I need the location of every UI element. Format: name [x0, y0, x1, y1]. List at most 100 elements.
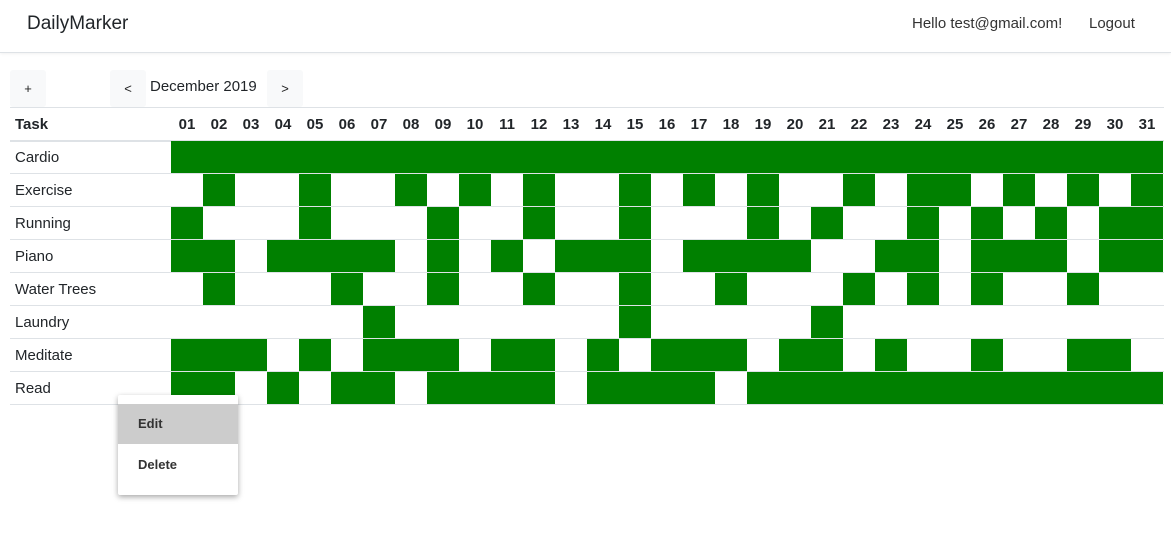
day-cell[interactable] — [267, 141, 299, 173]
day-cell[interactable] — [651, 207, 683, 239]
day-cell[interactable] — [555, 306, 587, 338]
day-cell[interactable] — [267, 372, 299, 404]
day-cell[interactable] — [875, 273, 907, 305]
day-cell[interactable] — [235, 306, 267, 338]
day-cell[interactable] — [331, 339, 363, 371]
day-cell[interactable] — [491, 372, 523, 404]
day-cell[interactable] — [651, 306, 683, 338]
day-cell[interactable] — [779, 240, 811, 272]
day-cell[interactable] — [683, 339, 715, 371]
day-cell[interactable] — [843, 339, 875, 371]
day-cell[interactable] — [779, 174, 811, 206]
prev-month-button[interactable]: < — [110, 70, 146, 107]
day-cell[interactable] — [235, 372, 267, 404]
day-cell[interactable] — [747, 174, 779, 206]
day-cell[interactable] — [1003, 141, 1035, 173]
day-cell[interactable] — [619, 240, 651, 272]
day-cell[interactable] — [619, 372, 651, 404]
day-cell[interactable] — [267, 339, 299, 371]
day-cell[interactable] — [843, 240, 875, 272]
day-cell[interactable] — [363, 174, 395, 206]
edit-menu-item[interactable]: Edit — [118, 404, 238, 444]
day-cell[interactable] — [235, 174, 267, 206]
day-cell[interactable] — [779, 372, 811, 404]
day-cell[interactable] — [1131, 372, 1163, 404]
day-cell[interactable] — [427, 273, 459, 305]
day-cell[interactable] — [971, 372, 1003, 404]
day-cell[interactable] — [395, 372, 427, 404]
day-cell[interactable] — [779, 339, 811, 371]
day-cell[interactable] — [715, 240, 747, 272]
day-cell[interactable] — [907, 141, 939, 173]
day-cell[interactable] — [875, 339, 907, 371]
day-cell[interactable] — [1099, 372, 1131, 404]
day-cell[interactable] — [587, 174, 619, 206]
day-cell[interactable] — [203, 174, 235, 206]
day-cell[interactable] — [747, 207, 779, 239]
day-cell[interactable] — [715, 372, 747, 404]
day-cell[interactable] — [459, 174, 491, 206]
day-cell[interactable] — [1099, 306, 1131, 338]
day-cell[interactable] — [459, 273, 491, 305]
day-cell[interactable] — [427, 372, 459, 404]
day-cell[interactable] — [299, 339, 331, 371]
day-cell[interactable] — [1003, 306, 1035, 338]
day-cell[interactable] — [875, 207, 907, 239]
day-cell[interactable] — [459, 306, 491, 338]
day-cell[interactable] — [1067, 207, 1099, 239]
day-cell[interactable] — [587, 273, 619, 305]
brand-link[interactable]: DailyMarker — [27, 13, 129, 34]
add-task-button[interactable]: + — [10, 70, 46, 107]
day-cell[interactable] — [907, 240, 939, 272]
day-cell[interactable] — [587, 372, 619, 404]
day-cell[interactable] — [363, 339, 395, 371]
day-cell[interactable] — [363, 141, 395, 173]
day-cell[interactable] — [1131, 339, 1163, 371]
day-cell[interactable] — [811, 306, 843, 338]
day-cell[interactable] — [491, 207, 523, 239]
day-cell[interactable] — [299, 141, 331, 173]
day-cell[interactable] — [1099, 174, 1131, 206]
day-cell[interactable] — [779, 273, 811, 305]
day-cell[interactable] — [395, 306, 427, 338]
day-cell[interactable] — [267, 207, 299, 239]
day-cell[interactable] — [267, 306, 299, 338]
day-cell[interactable] — [1035, 339, 1067, 371]
day-cell[interactable] — [971, 339, 1003, 371]
day-cell[interactable] — [715, 174, 747, 206]
day-cell[interactable] — [587, 240, 619, 272]
day-cell[interactable] — [523, 141, 555, 173]
day-cell[interactable] — [619, 207, 651, 239]
day-cell[interactable] — [299, 273, 331, 305]
day-cell[interactable] — [683, 273, 715, 305]
day-cell[interactable] — [683, 372, 715, 404]
day-cell[interactable] — [299, 240, 331, 272]
day-cell[interactable] — [619, 273, 651, 305]
day-cell[interactable] — [523, 339, 555, 371]
day-cell[interactable] — [1131, 273, 1163, 305]
day-cell[interactable] — [1131, 306, 1163, 338]
day-cell[interactable] — [811, 372, 843, 404]
day-cell[interactable] — [939, 207, 971, 239]
day-cell[interactable] — [555, 207, 587, 239]
day-cell[interactable] — [811, 207, 843, 239]
day-cell[interactable] — [203, 141, 235, 173]
day-cell[interactable] — [235, 141, 267, 173]
task-name[interactable]: Cardio — [15, 149, 60, 166]
day-cell[interactable] — [619, 339, 651, 371]
day-cell[interactable] — [875, 372, 907, 404]
day-cell[interactable] — [715, 207, 747, 239]
day-cell[interactable] — [907, 372, 939, 404]
day-cell[interactable] — [363, 207, 395, 239]
day-cell[interactable] — [299, 207, 331, 239]
day-cell[interactable] — [331, 372, 363, 404]
day-cell[interactable] — [555, 174, 587, 206]
day-cell[interactable] — [203, 273, 235, 305]
next-month-button[interactable]: > — [267, 70, 303, 107]
day-cell[interactable] — [619, 174, 651, 206]
day-cell[interactable] — [523, 207, 555, 239]
day-cell[interactable] — [1067, 273, 1099, 305]
day-cell[interactable] — [747, 372, 779, 404]
day-cell[interactable] — [331, 273, 363, 305]
day-cell[interactable] — [971, 207, 1003, 239]
